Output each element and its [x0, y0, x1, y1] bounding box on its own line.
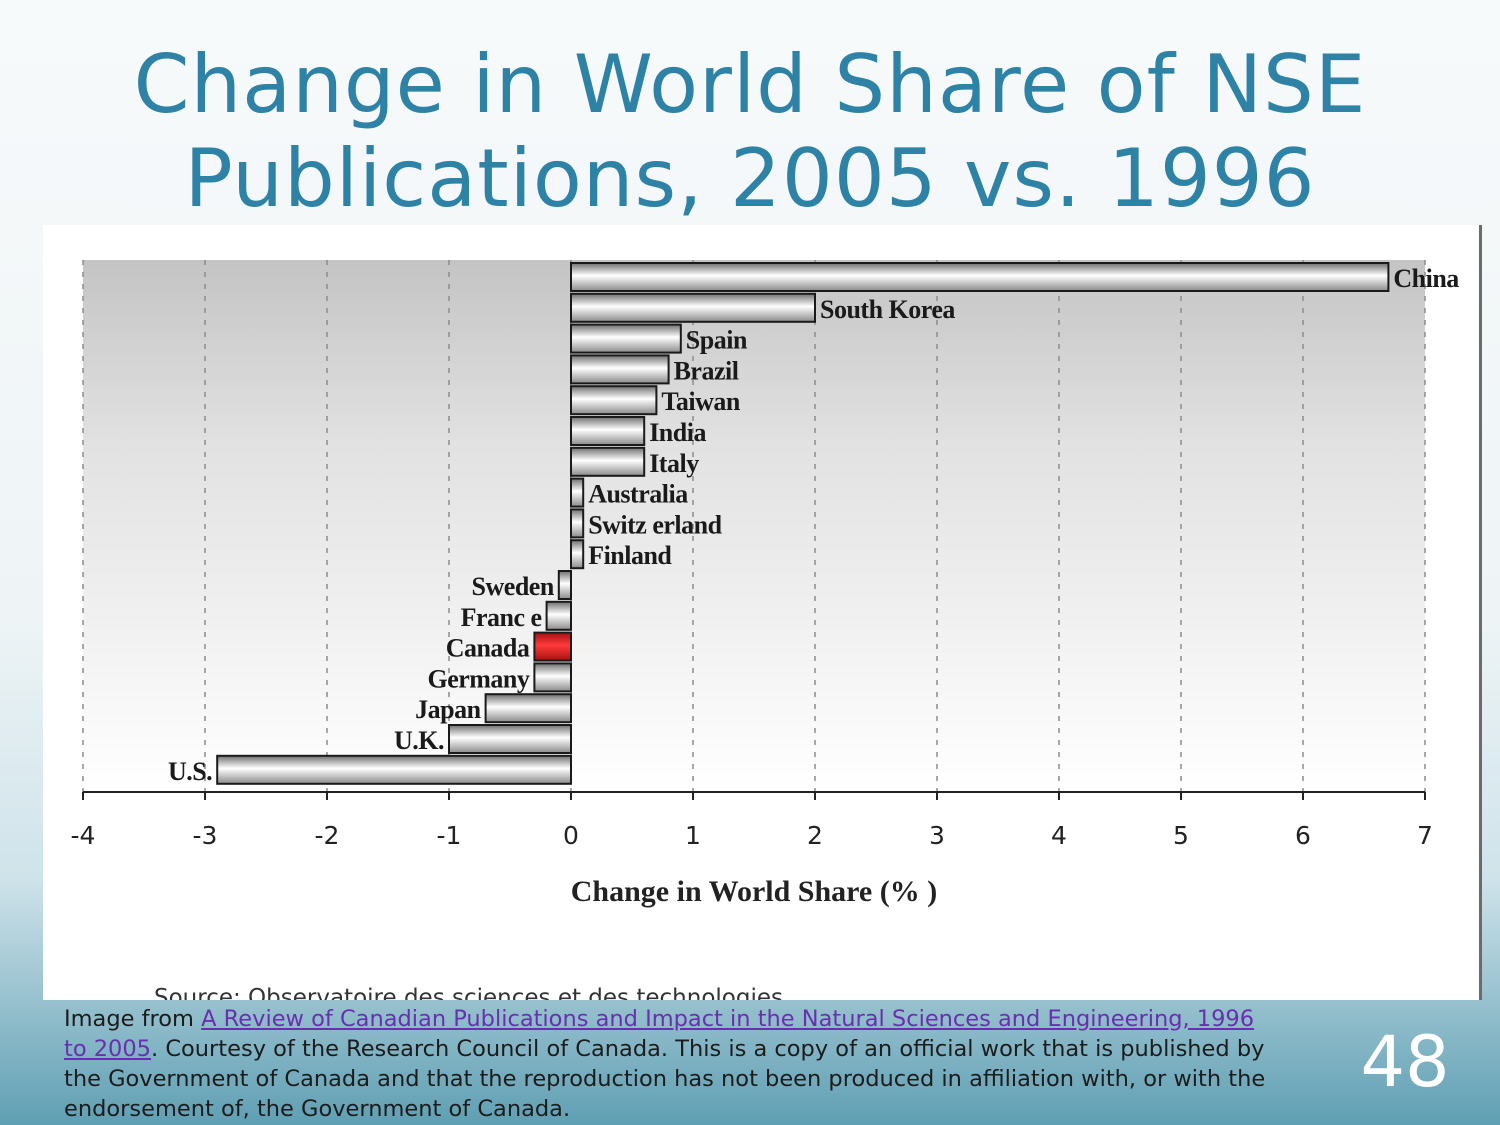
bar-label: Sweden [472, 572, 555, 601]
slide-title: Change in World Share of NSE Publication… [0, 38, 1500, 226]
bar-finland [570, 539, 585, 570]
bar-switzerland [570, 508, 585, 539]
x-tick-label: 6 [1295, 821, 1311, 850]
x-tick-label: -4 [71, 821, 96, 850]
source-report-link[interactable]: A Review of Canadian Publications and Im… [64, 1006, 1255, 1062]
bar-label: China [1393, 264, 1459, 293]
x-axis-title: Change in World Share (% ) [571, 875, 937, 908]
bar-germany [533, 662, 572, 693]
bar-label: Canada [446, 634, 530, 663]
bar-label: Japan [415, 695, 481, 724]
bar-chart: -4 -3 -2 -1 0 1 2 3 4 5 6 7 China South Korea SpainBr… [71, 260, 1460, 1000]
caption-prefix: Image from [64, 1006, 202, 1032]
image-credit-caption: Image from A Review of Canadian Publicat… [64, 1004, 1279, 1124]
bar-label: Franc e [461, 603, 542, 632]
x-tick-label: 5 [1173, 821, 1189, 850]
bar-sweden [557, 570, 572, 600]
bar-label: Switz erland [588, 510, 722, 539]
chart-panel: -4 -3 -2 -1 0 1 2 3 4 5 6 7 China South Korea Spain Br… [43, 225, 1482, 1000]
source-note: Source: Observatoire des sciences et des… [154, 985, 783, 1000]
x-tick-label: 3 [929, 821, 945, 850]
bar-label: Germany [427, 664, 529, 693]
bar-france [545, 600, 573, 631]
caption-suffix: . Courtesy of the Research Council of Ca… [64, 1036, 1266, 1122]
bar-india [570, 416, 646, 446]
bar-u-s [216, 754, 572, 785]
bar-spain [570, 323, 682, 354]
x-tick-label: 2 [807, 821, 823, 850]
bar-label: India [649, 418, 706, 447]
x-tick-label: 0 [563, 821, 579, 850]
bar-label: Italy [649, 449, 699, 478]
bar-australia [570, 477, 585, 508]
x-tick-label: -3 [193, 821, 218, 850]
bar-u-k [448, 724, 572, 754]
x-tick-label: 4 [1051, 821, 1067, 850]
bars [216, 262, 1390, 785]
bar-label: South Korea [820, 295, 955, 324]
title-line-2: Publications, 2005 vs. 1996 [184, 132, 1316, 225]
bar-canada [533, 631, 572, 662]
bar-label: Taiwan [661, 387, 740, 416]
bar-japan [484, 693, 573, 724]
plot-background [83, 260, 1425, 792]
title-line-1: Change in World Share of NSE [133, 38, 1367, 131]
x-tick-label: -1 [437, 821, 462, 850]
x-tick-label: 7 [1417, 821, 1433, 850]
bar-taiwan [570, 385, 658, 416]
slide-number: 48 [1360, 1021, 1450, 1103]
bar-label: Spain [686, 326, 748, 355]
bar-south-korea [570, 292, 816, 323]
bar-brazil [570, 354, 670, 385]
bar-label: Finland [588, 541, 672, 570]
x-tick-label: 1 [685, 821, 701, 850]
bar-label: Brazil [674, 356, 739, 385]
bar-italy [570, 446, 646, 477]
bar-label: U.S. [168, 757, 212, 786]
x-axis: -4 -3 -2 -1 0 1 2 3 4 5 6 7 [71, 791, 1433, 850]
bar-china [570, 262, 1390, 292]
bar-label: Australia [588, 480, 688, 509]
bar-label: U.K. [394, 726, 444, 755]
bar-labels: China South Korea SpainBrazilTaiwanIndiaIt… [168, 264, 1460, 786]
x-tick-label: -2 [315, 821, 340, 850]
